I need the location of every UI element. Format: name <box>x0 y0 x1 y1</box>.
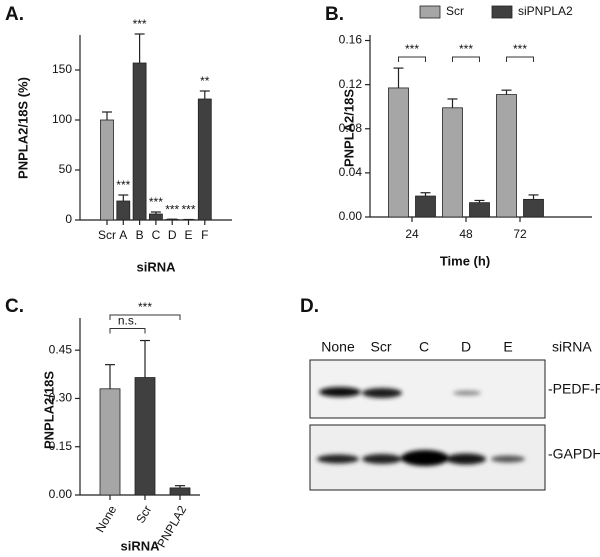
bar <box>523 198 544 218</box>
bar <box>469 202 490 218</box>
comparison-bracket <box>109 328 146 334</box>
y-axis-label: PNPLA2/18S <box>341 89 356 167</box>
bar <box>132 62 147 221</box>
y-tick-label: 0.12 <box>339 77 363 91</box>
row-label: -GAPDH <box>548 446 600 462</box>
y-tick-label: 0.16 <box>339 33 363 47</box>
y-tick-label: 0.00 <box>339 209 363 223</box>
y-tick-label: 0.00 <box>49 487 73 501</box>
lane-label: D <box>461 339 471 355</box>
y-tick-label: 0.08 <box>339 121 363 135</box>
legend-label: Scr <box>446 4 464 18</box>
bar <box>388 87 409 218</box>
significance: *** <box>459 42 473 56</box>
x-tick-label: 72 <box>513 227 527 241</box>
x-tick-label: Scr <box>133 503 154 526</box>
significance: *** <box>165 202 179 216</box>
x-tick-label: A <box>119 228 127 242</box>
bar <box>148 213 163 221</box>
bar <box>134 377 156 496</box>
x-axis-label: Time (h) <box>440 253 490 268</box>
x-tick-label: 48 <box>459 227 473 241</box>
blot: D. None Scr C D E siRNA -PEDF-R -GAPDH <box>300 296 600 491</box>
comparison-label: n.s. <box>118 314 137 328</box>
legend-label: siPNPLA2 <box>518 4 573 18</box>
y-axis-label: PNPLA2/18S <box>41 371 56 449</box>
significance: *** <box>181 203 195 217</box>
significance: *** <box>149 195 163 209</box>
y-tick-label: 150 <box>52 62 72 76</box>
bar <box>415 195 436 218</box>
significance: *** <box>116 178 130 192</box>
x-tick-label: B <box>136 228 144 242</box>
bar <box>169 487 191 496</box>
significance-bracket <box>452 56 480 62</box>
bar <box>116 200 131 221</box>
x-tick-label: D <box>168 228 177 242</box>
legend-swatch <box>491 5 513 19</box>
x-axis-label: siRNA <box>120 538 160 553</box>
row-label: -PEDF-R <box>548 381 600 397</box>
panel-label: D. <box>300 296 319 317</box>
bands <box>317 387 525 466</box>
significance: *** <box>405 42 419 56</box>
lane-label: Scr <box>371 339 392 355</box>
y-tick-label: 0 <box>65 212 72 226</box>
x-axis-label: siRNA <box>136 259 176 274</box>
x-tick-label: F <box>201 228 208 242</box>
y-tick-label: 0.15 <box>49 439 73 453</box>
y-tick-label: 0.30 <box>49 391 73 405</box>
y-tick-label: 0.45 <box>49 342 73 356</box>
significance-bracket <box>506 56 534 62</box>
significance: *** <box>513 42 527 56</box>
bar <box>100 119 114 221</box>
comparison-label: *** <box>138 300 152 314</box>
bar <box>197 98 212 221</box>
bar <box>99 388 121 496</box>
y-tick-label: 100 <box>52 112 72 126</box>
comparison-bracket <box>109 314 181 320</box>
lane-label: E <box>503 339 512 355</box>
x-tick-label: Scr <box>98 228 116 242</box>
y-tick-label: 0.04 <box>339 165 363 179</box>
lane-label: None <box>321 339 355 355</box>
x-tick-label: E <box>184 228 192 242</box>
bar <box>496 94 517 218</box>
legend-swatch <box>419 5 441 19</box>
bar <box>442 107 463 218</box>
panel-label: C. <box>5 296 24 317</box>
significance: *** <box>133 17 147 31</box>
panel-label: A. <box>5 4 24 25</box>
lanes-title: siRNA <box>552 339 592 355</box>
significance-bracket <box>398 56 426 62</box>
y-tick-label: 50 <box>59 162 73 176</box>
x-tick-label: C <box>152 228 161 242</box>
x-tick-label: 24 <box>405 227 419 241</box>
x-tick-label: None <box>93 503 120 535</box>
lane-label: C <box>419 339 429 355</box>
x-tick-label: PNPLA2 <box>154 503 189 550</box>
panel-label: B. <box>325 4 344 25</box>
y-axis-label: PNPLA2/18S (%) <box>15 77 30 179</box>
significance: ** <box>200 74 210 88</box>
